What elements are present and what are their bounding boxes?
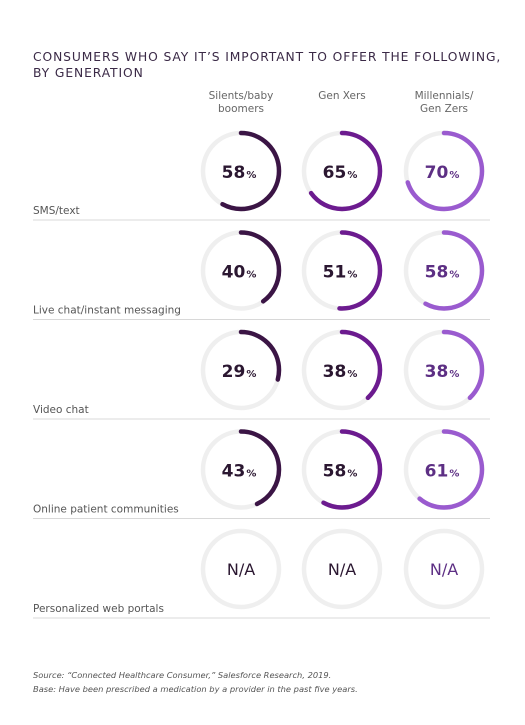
donut-value-label: 51% (323, 263, 358, 283)
donut-arc (301, 130, 383, 212)
row-label: Live chat/instant messaging (33, 305, 181, 317)
donut-arc (200, 230, 282, 311)
column-header-millennials-line-2: Gen Zers (419, 103, 469, 115)
donut-value-label: 38% (323, 362, 358, 382)
column-header-silents-line-1: Silents/baby (208, 90, 274, 102)
donut-value-label: 70% (425, 163, 460, 183)
row-label: Online patient communities (33, 504, 179, 516)
row-label: Video chat (33, 404, 89, 416)
donut-arc (200, 329, 282, 411)
column-header-millennials: Millennials/ Gen Zers (394, 90, 494, 116)
source-line-2: Base: Have been prescribed a medication … (33, 684, 358, 694)
donut-value-label: 58% (425, 263, 460, 283)
donut-arc (403, 130, 485, 212)
donut-na-label: N/A (227, 560, 255, 579)
chart-title: CONSUMERS WHO SAY IT’S IMPORTANT TO OFFE… (33, 49, 503, 81)
row-label: Personalized web portals (33, 603, 164, 615)
column-header-silents: Silents/baby boomers (191, 90, 291, 116)
donut-value-label: 40% (222, 263, 257, 283)
donut-value-label: 43% (222, 462, 257, 482)
donut-arc (200, 429, 282, 510)
donut-na-label: N/A (328, 560, 356, 579)
donut-value-label: 65% (323, 163, 358, 183)
column-header-genx: Gen Xers (292, 90, 392, 103)
chart-title-line-1: CONSUMERS WHO SAY IT’S IMPORTANT TO OFFE… (33, 50, 502, 64)
column-header-millennials-line-1: Millennials/ (414, 90, 474, 102)
chart-source: Source: “Connected Healthcare Consumer,”… (33, 668, 358, 696)
source-line-1: Source: “Connected Healthcare Consumer,”… (33, 670, 332, 680)
donut-arc (403, 230, 485, 311)
donut-arc (403, 329, 485, 411)
column-header-silents-line-2: boomers (218, 103, 264, 115)
column-header-genx-line-1: Gen Xers (318, 90, 366, 102)
donut-value-label: 29% (222, 362, 257, 382)
donut-arc (200, 130, 282, 212)
chart-title-line-2: BY GENERATION (33, 66, 144, 80)
donut-track (200, 528, 282, 610)
donut-arc (301, 429, 383, 510)
donut-arc (301, 230, 383, 311)
donut-arc (301, 329, 383, 411)
donut-value-label: 58% (222, 163, 257, 183)
donut-value-label: 58% (323, 462, 358, 482)
donut-value-label: 61% (425, 462, 460, 482)
donut-arc (403, 429, 485, 510)
row-label: SMS/text (33, 205, 80, 217)
donut-na-label: N/A (430, 560, 458, 579)
donut-track (301, 528, 383, 610)
donut-track (403, 528, 485, 610)
donut-value-label: 38% (425, 362, 460, 382)
